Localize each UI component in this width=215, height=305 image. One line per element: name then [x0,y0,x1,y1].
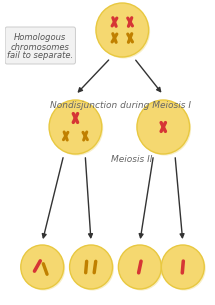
Circle shape [70,245,112,289]
Circle shape [97,5,150,59]
Text: Meiosis II: Meiosis II [111,156,153,164]
Circle shape [163,246,206,290]
FancyBboxPatch shape [5,27,75,64]
Circle shape [71,246,114,290]
Text: Homologous: Homologous [14,34,66,42]
Circle shape [118,245,161,289]
Circle shape [96,3,149,57]
Circle shape [21,245,64,289]
Circle shape [120,246,163,290]
Circle shape [22,246,65,290]
Text: chromosomes: chromosomes [11,42,70,52]
Circle shape [138,102,191,156]
Text: fail to separate.: fail to separate. [7,52,73,60]
Circle shape [137,100,190,154]
Text: Nondisjunction during Meiosis I: Nondisjunction during Meiosis I [50,101,191,109]
Circle shape [161,245,204,289]
Circle shape [49,100,102,154]
Circle shape [51,102,103,156]
